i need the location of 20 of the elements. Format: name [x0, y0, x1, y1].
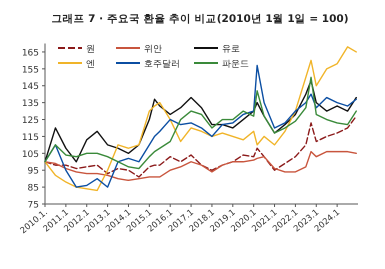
- line-series: [44, 46, 357, 192]
- legend-label: 호주달러: [144, 60, 180, 70]
- y-tick-label: 95: [28, 166, 39, 177]
- y-tick-label: 75: [28, 200, 39, 210]
- y-tick-label: 165: [22, 48, 39, 58]
- y-tick-label: 105: [22, 150, 39, 160]
- y-tick-label: 145: [22, 82, 39, 92]
- legend-label: 유로: [222, 44, 240, 54]
- y-tick-label: 155: [22, 65, 39, 76]
- line-series: [44, 115, 357, 178]
- y-tick-label: 85: [28, 184, 39, 194]
- chart-title: 그래프 7 · 주요국 환율 추이 비교(2010년 1월 1일 = 100): [52, 13, 348, 25]
- y-tick-label: 135: [22, 99, 39, 110]
- legend-label: 원: [86, 44, 95, 54]
- legend-label: 위안: [144, 44, 162, 54]
- y-tick-label: 115: [22, 132, 39, 143]
- line-series: [44, 150, 357, 182]
- legend-label: 파운드: [222, 60, 249, 70]
- legend-label: 엔: [86, 60, 95, 70]
- y-tick-label: 125: [22, 116, 39, 126]
